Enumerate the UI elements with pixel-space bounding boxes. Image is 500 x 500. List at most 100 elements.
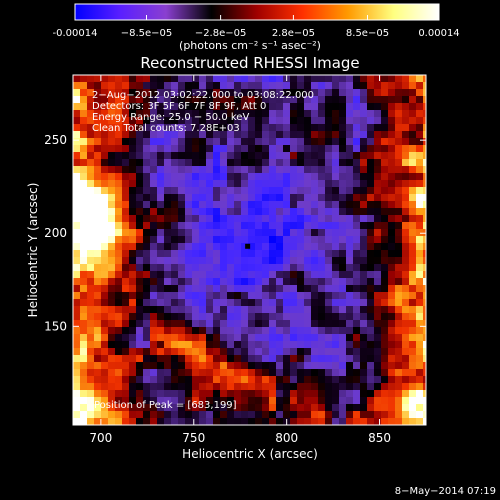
heatmap-cell bbox=[234, 166, 242, 174]
heatmap-cell bbox=[101, 299, 109, 307]
heatmap-cell bbox=[129, 334, 137, 342]
heatmap-cell bbox=[346, 306, 354, 314]
y-axis-label: Heliocentric Y (arcsec) bbox=[26, 183, 40, 318]
heatmap-cell bbox=[157, 222, 165, 230]
heatmap-cell bbox=[269, 75, 277, 83]
heatmap-cell bbox=[129, 306, 137, 314]
heatmap-cell bbox=[332, 201, 340, 209]
heatmap-cell bbox=[129, 103, 137, 111]
heatmap-cell bbox=[164, 236, 172, 244]
heatmap-cell bbox=[381, 285, 389, 293]
heatmap-cell bbox=[276, 411, 284, 419]
heatmap-cell bbox=[269, 264, 277, 272]
heatmap-cell bbox=[213, 187, 221, 195]
heatmap-cell bbox=[122, 362, 130, 370]
heatmap-cell bbox=[73, 243, 81, 251]
heatmap-cell bbox=[248, 313, 256, 321]
heatmap-cell bbox=[115, 418, 123, 425]
heatmap-cell bbox=[283, 404, 291, 412]
heatmap-cell bbox=[290, 243, 298, 251]
heatmap-cell bbox=[297, 229, 305, 237]
heatmap-cell bbox=[87, 103, 95, 111]
heatmap-cell bbox=[402, 194, 410, 202]
heatmap-cell bbox=[318, 138, 326, 146]
heatmap-cell bbox=[220, 397, 228, 405]
heatmap-cell bbox=[290, 369, 298, 377]
heatmap-cell bbox=[171, 131, 179, 139]
heatmap-cell bbox=[325, 215, 333, 223]
heatmap-cell bbox=[150, 82, 158, 90]
heatmap-cell bbox=[129, 285, 137, 293]
heatmap-cell bbox=[178, 208, 186, 216]
heatmap-cell bbox=[416, 236, 424, 244]
heatmap-cell bbox=[360, 194, 368, 202]
heatmap-cell bbox=[185, 292, 193, 300]
heatmap-cell bbox=[290, 376, 298, 384]
heatmap-cell bbox=[199, 327, 207, 335]
heatmap-cell bbox=[101, 348, 109, 356]
heatmap-cell bbox=[290, 222, 298, 230]
heatmap-cell bbox=[304, 369, 312, 377]
heatmap-cell bbox=[80, 110, 88, 118]
heatmap-cell bbox=[206, 243, 214, 251]
heatmap-cell bbox=[143, 201, 151, 209]
heatmap-cell bbox=[325, 208, 333, 216]
heatmap-cell bbox=[241, 250, 249, 258]
heatmap-cell bbox=[234, 173, 242, 181]
heatmap-cell bbox=[388, 250, 396, 258]
heatmap-cell bbox=[199, 271, 207, 279]
heatmap-cell bbox=[199, 341, 207, 349]
heatmap-cell bbox=[346, 418, 354, 425]
heatmap-cell bbox=[262, 229, 270, 237]
heatmap-cell bbox=[129, 411, 137, 419]
heatmap-cell bbox=[395, 418, 403, 425]
heatmap-cell bbox=[346, 299, 354, 307]
heatmap-cell bbox=[381, 145, 389, 153]
heatmap-cell bbox=[353, 173, 361, 181]
heatmap-cell bbox=[129, 355, 137, 363]
heatmap-cell bbox=[143, 390, 151, 398]
heatmap-cell bbox=[213, 285, 221, 293]
heatmap-cell bbox=[367, 292, 375, 300]
heatmap-cell bbox=[185, 103, 193, 111]
heatmap-cell bbox=[255, 110, 263, 118]
heatmap-cell bbox=[416, 355, 424, 363]
heatmap-cell bbox=[248, 397, 256, 405]
heatmap-cell bbox=[164, 229, 172, 237]
heatmap-cell bbox=[94, 320, 102, 328]
heatmap-cell bbox=[157, 411, 165, 419]
heatmap-cell bbox=[283, 124, 291, 132]
heatmap-cell bbox=[283, 243, 291, 251]
heatmap-cell bbox=[311, 369, 319, 377]
heatmap-cell bbox=[164, 341, 172, 349]
heatmap-cell bbox=[248, 243, 256, 251]
heatmap-cell bbox=[185, 306, 193, 314]
heatmap-cell bbox=[227, 250, 235, 258]
heatmap-cell bbox=[311, 313, 319, 321]
heatmap-cell bbox=[80, 362, 88, 370]
heatmap-cell bbox=[374, 89, 382, 97]
heatmap-cell bbox=[171, 75, 179, 83]
heatmap-cell bbox=[150, 124, 158, 132]
heatmap-cell bbox=[311, 334, 319, 342]
heatmap-cell bbox=[269, 110, 277, 118]
heatmap-cell bbox=[192, 208, 200, 216]
heatmap-cell bbox=[402, 397, 410, 405]
heatmap-cell bbox=[206, 390, 214, 398]
heatmap-cell bbox=[339, 222, 347, 230]
heatmap-cell bbox=[115, 131, 123, 139]
heatmap-cell bbox=[388, 138, 396, 146]
heatmap-cell bbox=[122, 75, 130, 83]
heatmap-cell bbox=[206, 257, 214, 265]
colorbar bbox=[74, 3, 440, 21]
heatmap-cell bbox=[409, 194, 417, 202]
heatmap-cell bbox=[136, 257, 144, 265]
heatmap-cell bbox=[255, 138, 263, 146]
heatmap-cell bbox=[423, 355, 426, 363]
heatmap-cell bbox=[353, 397, 361, 405]
heatmap-cell bbox=[423, 348, 426, 356]
heatmap-cell bbox=[80, 152, 88, 160]
heatmap-cell bbox=[80, 145, 88, 153]
heatmap-cell bbox=[220, 152, 228, 160]
heatmap-cell bbox=[87, 271, 95, 279]
